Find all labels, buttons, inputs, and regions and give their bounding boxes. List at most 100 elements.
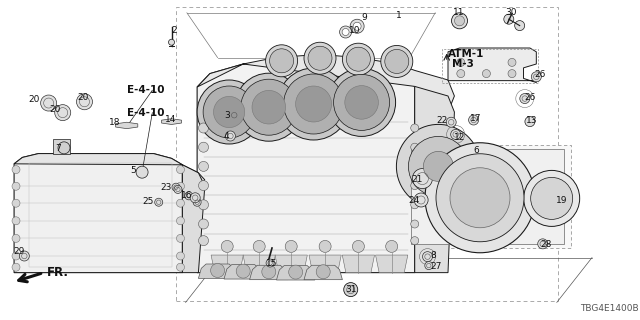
- Ellipse shape: [451, 129, 461, 140]
- Ellipse shape: [262, 265, 276, 279]
- Ellipse shape: [424, 151, 453, 181]
- Text: 24: 24: [408, 196, 419, 205]
- Text: 20: 20: [28, 95, 40, 104]
- Ellipse shape: [538, 239, 548, 249]
- Ellipse shape: [289, 265, 303, 279]
- Ellipse shape: [177, 217, 184, 225]
- Ellipse shape: [177, 182, 184, 190]
- Text: 30: 30: [506, 8, 517, 17]
- Text: 21: 21: [411, 175, 422, 184]
- Ellipse shape: [12, 199, 20, 207]
- Polygon shape: [224, 265, 262, 279]
- Bar: [404, 145, 571, 248]
- Ellipse shape: [328, 68, 396, 136]
- Ellipse shape: [252, 91, 285, 124]
- Ellipse shape: [342, 43, 374, 75]
- Text: 20: 20: [49, 105, 61, 114]
- Text: TBG4E1400B: TBG4E1400B: [580, 304, 639, 313]
- Bar: [53, 139, 70, 154]
- Bar: [176, 7, 558, 301]
- Ellipse shape: [203, 86, 255, 138]
- Ellipse shape: [515, 20, 525, 31]
- Ellipse shape: [235, 73, 303, 141]
- Ellipse shape: [58, 108, 68, 118]
- Polygon shape: [197, 64, 415, 273]
- Ellipse shape: [457, 70, 465, 78]
- Ellipse shape: [342, 28, 349, 36]
- Ellipse shape: [454, 16, 465, 26]
- Polygon shape: [309, 255, 341, 273]
- Ellipse shape: [266, 45, 298, 77]
- Ellipse shape: [198, 180, 209, 191]
- Text: 10: 10: [349, 26, 360, 35]
- Ellipse shape: [229, 110, 239, 120]
- Ellipse shape: [452, 13, 467, 29]
- Ellipse shape: [396, 124, 481, 208]
- Polygon shape: [415, 86, 454, 273]
- Ellipse shape: [198, 123, 209, 133]
- Ellipse shape: [136, 166, 148, 178]
- Text: 27: 27: [430, 262, 442, 271]
- Ellipse shape: [346, 47, 371, 71]
- Ellipse shape: [41, 95, 57, 111]
- Ellipse shape: [241, 79, 297, 135]
- Ellipse shape: [411, 124, 419, 132]
- Ellipse shape: [12, 182, 20, 190]
- Polygon shape: [211, 255, 243, 273]
- Bar: [442, 49, 538, 83]
- Ellipse shape: [425, 262, 433, 269]
- Ellipse shape: [457, 59, 465, 67]
- Ellipse shape: [422, 252, 433, 262]
- Ellipse shape: [411, 201, 419, 209]
- Ellipse shape: [446, 117, 456, 127]
- Ellipse shape: [58, 142, 70, 154]
- Ellipse shape: [347, 286, 355, 294]
- Ellipse shape: [19, 251, 29, 261]
- Ellipse shape: [12, 252, 20, 260]
- Text: 3: 3: [225, 111, 230, 120]
- Text: ATM-1: ATM-1: [448, 49, 484, 59]
- Ellipse shape: [353, 240, 364, 252]
- Text: 23: 23: [160, 183, 172, 192]
- Text: 19: 19: [556, 196, 567, 204]
- Ellipse shape: [284, 74, 344, 134]
- Ellipse shape: [225, 131, 236, 141]
- Polygon shape: [198, 264, 237, 278]
- Ellipse shape: [483, 70, 490, 78]
- Text: 7: 7: [55, 144, 61, 153]
- Text: 17: 17: [470, 114, 481, 123]
- Text: 29: 29: [13, 247, 24, 256]
- Polygon shape: [304, 265, 342, 280]
- Ellipse shape: [508, 70, 516, 78]
- Ellipse shape: [531, 72, 541, 82]
- Polygon shape: [182, 165, 205, 273]
- Ellipse shape: [411, 220, 419, 228]
- Ellipse shape: [319, 240, 331, 252]
- Ellipse shape: [77, 94, 93, 110]
- Ellipse shape: [296, 86, 332, 122]
- Ellipse shape: [185, 192, 193, 200]
- Polygon shape: [243, 255, 275, 273]
- Ellipse shape: [59, 109, 67, 117]
- Polygon shape: [14, 154, 182, 273]
- Ellipse shape: [45, 99, 52, 107]
- Ellipse shape: [316, 265, 330, 279]
- Text: 15: 15: [266, 260, 277, 268]
- Ellipse shape: [531, 177, 573, 220]
- Ellipse shape: [436, 154, 524, 242]
- Ellipse shape: [198, 219, 209, 229]
- Polygon shape: [197, 54, 454, 128]
- Ellipse shape: [333, 75, 390, 131]
- Ellipse shape: [411, 182, 419, 189]
- Ellipse shape: [504, 14, 514, 24]
- Polygon shape: [275, 255, 307, 273]
- Ellipse shape: [285, 240, 297, 252]
- Ellipse shape: [412, 169, 433, 188]
- Text: 1: 1: [396, 11, 401, 20]
- Text: FR.: FR.: [47, 266, 69, 279]
- Ellipse shape: [340, 26, 351, 38]
- Polygon shape: [250, 265, 288, 280]
- Text: 25: 25: [142, 197, 154, 206]
- Text: 5: 5: [130, 166, 136, 175]
- Ellipse shape: [12, 263, 20, 271]
